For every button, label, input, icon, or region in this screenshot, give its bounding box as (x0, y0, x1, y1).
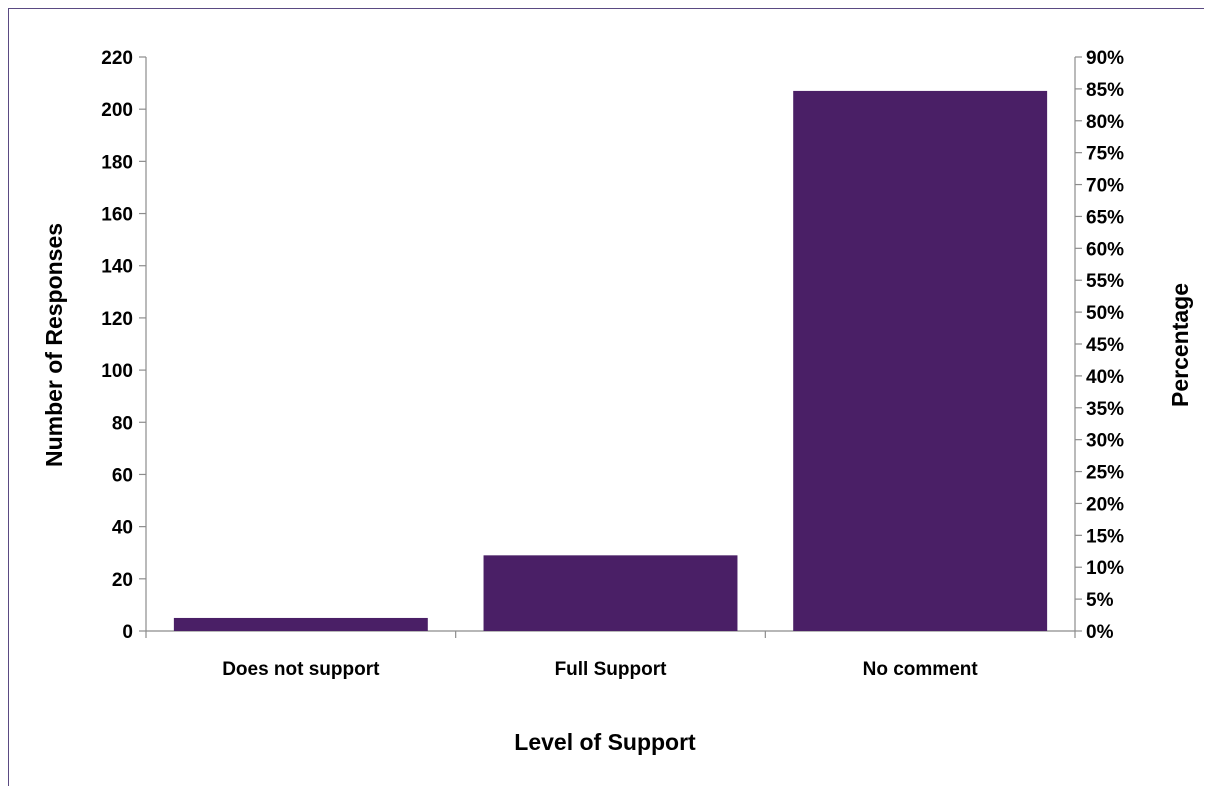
chart-frame (8, 8, 1204, 786)
bar (173, 617, 428, 631)
bar (793, 90, 1048, 631)
y2-tick-label: 55% (1086, 271, 1124, 292)
y-tick-label: 20 (112, 570, 133, 591)
y2-tick-label: 20% (1086, 494, 1124, 515)
bar (483, 555, 738, 631)
bars (173, 90, 1048, 631)
y-tick-label: 80 (112, 413, 133, 434)
y2-tick-label: 0% (1086, 622, 1114, 643)
category-label: Does not support (222, 659, 380, 680)
y2-tick-label: 50% (1086, 303, 1124, 324)
y2-tick-label: 30% (1086, 431, 1124, 452)
y-tick-label: 0 (122, 622, 133, 643)
y2-tick-label: 10% (1086, 558, 1124, 579)
y2-tick-label: 70% (1086, 176, 1124, 197)
y-tick-label: 60 (112, 465, 133, 486)
y-tick-label: 180 (101, 152, 133, 173)
y2-tick-label: 85% (1086, 80, 1124, 101)
left-axis-ticks: 0 20 40 60 80 100 120 140 160 180 200 220 (101, 48, 146, 643)
y2-tick-label: 35% (1086, 399, 1124, 420)
y-tick-label: 200 (101, 100, 133, 121)
y2-tick-label: 5% (1086, 590, 1114, 611)
y-tick-label: 140 (101, 257, 133, 278)
y-tick-label: 40 (112, 518, 133, 539)
category-labels: Does not support Full Support No comment (145, 631, 1076, 680)
y2-tick-label: 40% (1086, 367, 1124, 388)
y2-tick-label: 60% (1086, 239, 1124, 260)
y2-tick-label: 65% (1086, 207, 1124, 228)
y2-tick-label: 75% (1086, 144, 1124, 165)
right-axis-ticks: 0% 5% 10% 15% 20% 25% 30% 35% 40% 45% 50% 55% 60% 65%… (1075, 48, 1124, 643)
y2-tick-label: 80% (1086, 112, 1124, 133)
y2-tick-label: 15% (1086, 526, 1124, 547)
y-tick-label: 160 (101, 205, 133, 226)
y2-tick-label: 45% (1086, 335, 1124, 356)
y2-tick-label: 25% (1086, 463, 1124, 484)
y-tick-label: 120 (101, 309, 133, 330)
category-label: Full Support (555, 659, 668, 680)
y2-tick-label: 90% (1086, 48, 1124, 69)
y-tick-label: 100 (101, 361, 133, 382)
y2-axis-title: Percentage (1167, 283, 1193, 407)
category-label: No comment (863, 659, 979, 680)
y-tick-label: 220 (101, 48, 133, 69)
y-axis-title: Number of Responses (41, 223, 67, 467)
x-axis-title: Level of Support (514, 729, 696, 755)
